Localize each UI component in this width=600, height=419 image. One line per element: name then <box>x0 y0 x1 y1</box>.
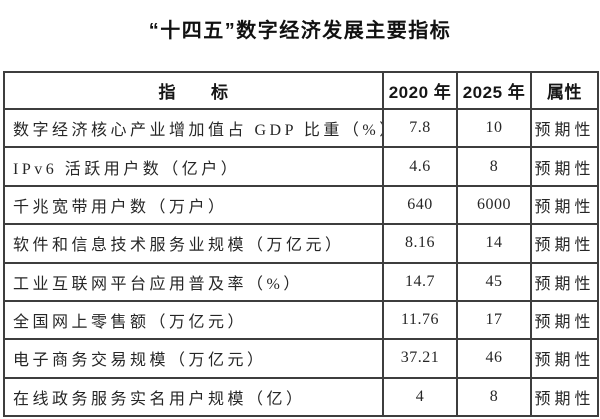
attribute-cell: 预期性 <box>530 146 599 187</box>
table-row: 电子商务交易规模（万亿元） 37.21 46 预期性 <box>3 338 599 379</box>
attribute-cell: 预期性 <box>530 299 599 341</box>
table-header-row: 指 标 2020 年 2025 年 属性 <box>3 71 599 110</box>
value-2020-cell: 11.76 <box>382 299 458 341</box>
document-page: { "title": "“十四五”数字经济发展主要指标", "table": {… <box>0 14 600 419</box>
attribute-cell: 预期性 <box>530 376 599 418</box>
value-2025-cell: 45 <box>456 261 532 302</box>
table-row: 工业互联网平台应用普及率（%） 14.7 45 预期性 <box>3 261 599 302</box>
header-2025: 2025 年 <box>456 71 532 110</box>
table-row: 软件和信息技术服务业规模（万亿元） 8.16 14 预期性 <box>3 223 599 264</box>
table-row: IPv6 活跃用户数（亿户） 4.6 8 预期性 <box>3 146 599 187</box>
table-row: 数字经济核心产业增加值占 GDP 比重（%） 7.8 10 预期性 <box>3 107 599 149</box>
header-indicator: 指 标 <box>3 71 384 110</box>
indicator-cell: 千兆宽带用户数（万户） <box>3 184 384 226</box>
attribute-cell: 预期性 <box>530 338 599 379</box>
header-attribute: 属性 <box>530 71 599 110</box>
indicator-cell: 电子商务交易规模（万亿元） <box>3 338 384 379</box>
table-row: 全国网上零售额（万亿元） 11.76 17 预期性 <box>3 299 599 341</box>
attribute-cell: 预期性 <box>530 184 599 226</box>
table-title: “十四五”数字经济发展主要指标 <box>148 20 452 42</box>
value-2025-cell: 17 <box>456 299 532 341</box>
attribute-cell: 预期性 <box>530 223 599 264</box>
table-row: 千兆宽带用户数（万户） 640 6000 预期性 <box>3 184 599 226</box>
indicators-table: 指 标 2020 年 2025 年 属性 数字经济核心产业增加值占 GDP 比重… <box>3 71 599 418</box>
value-2025-cell: 8 <box>456 146 532 187</box>
indicator-cell: 在线政务服务实名用户规模（亿） <box>3 376 384 418</box>
value-2020-cell: 4.6 <box>382 146 458 187</box>
indicator-cell: 工业互联网平台应用普及率（%） <box>3 261 384 302</box>
value-2020-cell: 4 <box>382 376 458 418</box>
indicator-cell: 软件和信息技术服务业规模（万亿元） <box>3 223 384 264</box>
value-2025-cell: 46 <box>456 338 532 379</box>
value-2020-cell: 37.21 <box>382 338 458 379</box>
value-2025-cell: 6000 <box>456 184 532 226</box>
value-2025-cell: 14 <box>456 223 532 264</box>
header-2020: 2020 年 <box>382 71 458 110</box>
indicator-cell: 全国网上零售额（万亿元） <box>3 299 384 341</box>
indicator-cell: IPv6 活跃用户数（亿户） <box>3 146 384 187</box>
value-2020-cell: 640 <box>382 184 458 226</box>
value-2025-cell: 8 <box>456 376 532 418</box>
attribute-cell: 预期性 <box>530 107 599 149</box>
value-2025-cell: 10 <box>456 107 532 149</box>
value-2020-cell: 8.16 <box>382 223 458 264</box>
value-2020-cell: 14.7 <box>382 261 458 302</box>
value-2020-cell: 7.8 <box>382 107 458 149</box>
table-row: 在线政务服务实名用户规模（亿） 4 8 预期性 <box>3 376 599 418</box>
attribute-cell: 预期性 <box>530 261 599 302</box>
indicator-cell: 数字经济核心产业增加值占 GDP 比重（%） <box>3 107 384 149</box>
